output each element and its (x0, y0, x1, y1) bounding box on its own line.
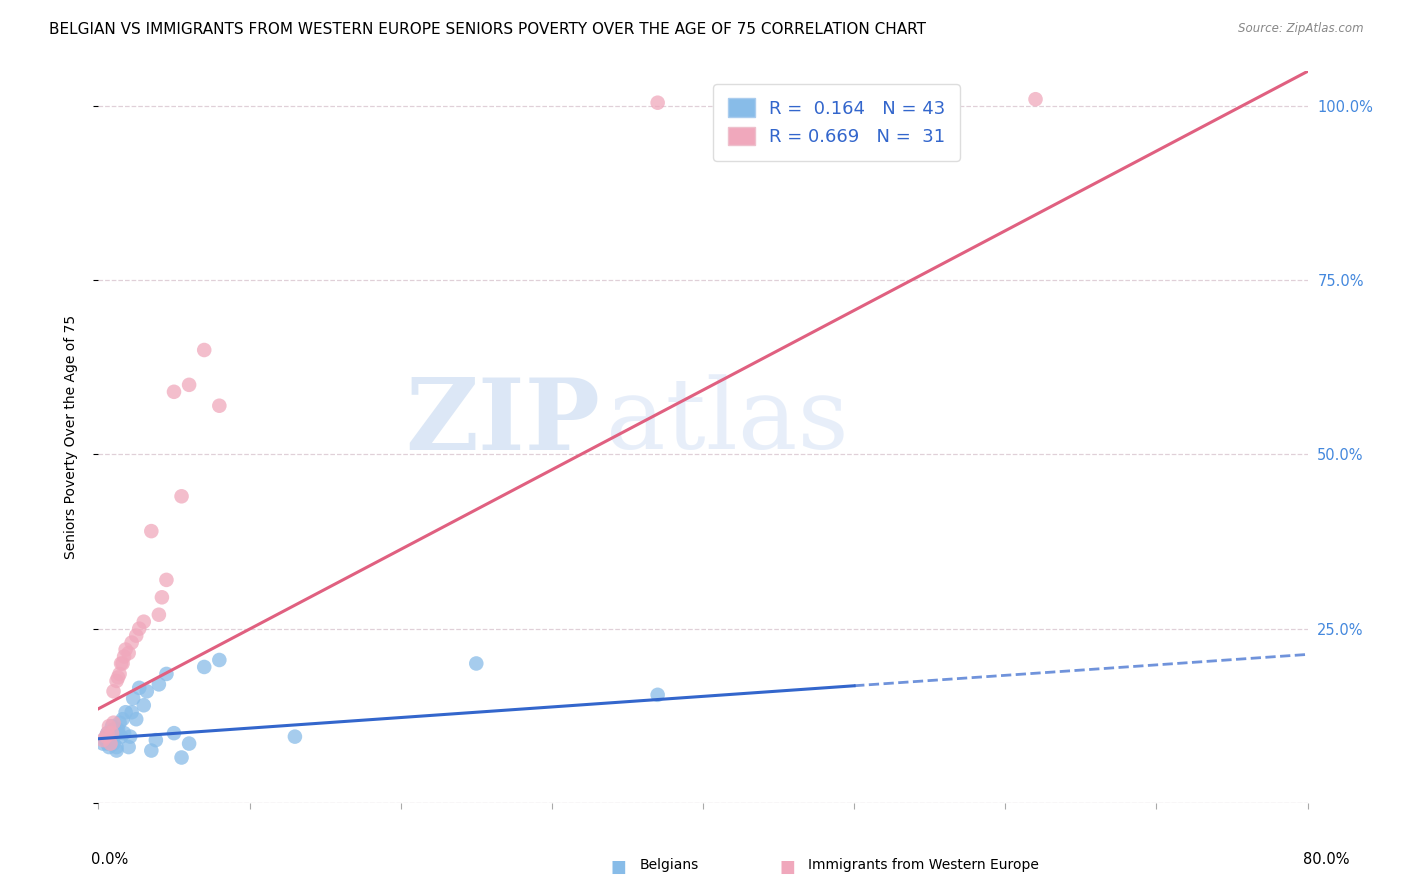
Point (118, 646, 141, 660)
Point (101, 726, 124, 740)
Point (118, 740, 141, 755)
Point (98, 740, 121, 755)
Point (120, 730, 142, 744)
Point (98, 719, 121, 733)
Point (91, 733, 114, 747)
Point (170, 489, 193, 503)
Text: Source: ZipAtlas.com: Source: ZipAtlas.com (1239, 22, 1364, 36)
Point (101, 719, 124, 733)
Point (141, 524, 163, 538)
Point (103, 684, 125, 698)
Point (94, 730, 117, 744)
Point (284, 730, 307, 744)
Point (179, 737, 201, 751)
Point (647, 688, 669, 702)
Point (179, 377, 201, 392)
Point (208, 653, 231, 667)
Text: ■: ■ (610, 858, 627, 876)
Point (103, 723, 125, 737)
Point (163, 384, 186, 399)
Point (98, 730, 121, 744)
Point (100, 726, 122, 740)
Point (125, 712, 148, 726)
Point (121, 705, 143, 719)
Point (100, 733, 122, 747)
Text: BELGIAN VS IMMIGRANTS FROM WESTERN EUROPE SENIORS POVERTY OVER THE AGE OF 75 COR: BELGIAN VS IMMIGRANTS FROM WESTERN EUROP… (49, 22, 927, 37)
Point (122, 691, 145, 706)
Point (465, 657, 488, 671)
Point (111, 657, 134, 671)
Point (105, 740, 128, 755)
Point (112, 649, 135, 664)
Point (107, 723, 129, 737)
Point (96, 726, 118, 740)
Point (91, 737, 114, 751)
Point (94, 730, 117, 744)
Point (96, 737, 118, 751)
Point (121, 635, 143, 649)
Text: 80.0%: 80.0% (1303, 852, 1350, 867)
Point (132, 698, 155, 713)
Text: ■: ■ (779, 858, 796, 876)
Point (163, 726, 186, 740)
Point (103, 730, 125, 744)
Point (132, 615, 155, 629)
Point (150, 591, 173, 605)
Y-axis label: Seniors Poverty Over the Age of 75: Seniors Poverty Over the Age of 75 (63, 315, 77, 559)
Point (647, 95, 669, 110)
Point (1024, 92, 1046, 106)
Point (111, 712, 134, 726)
Text: ZIP: ZIP (405, 374, 600, 471)
Point (155, 573, 177, 587)
Point (114, 705, 136, 719)
Point (128, 622, 150, 636)
Point (108, 667, 131, 681)
Point (103, 737, 125, 751)
Point (101, 730, 124, 744)
Point (105, 673, 128, 688)
Point (128, 681, 150, 695)
Point (96, 726, 118, 740)
Point (107, 726, 129, 740)
Point (112, 726, 135, 740)
Point (94, 733, 117, 747)
Point (107, 670, 129, 684)
Point (108, 715, 131, 730)
Text: Immigrants from Western Europe: Immigrants from Western Europe (808, 858, 1039, 872)
Point (141, 743, 163, 757)
Point (193, 343, 215, 357)
Text: atlas: atlas (606, 375, 849, 470)
Point (110, 657, 132, 671)
Point (105, 743, 128, 757)
Point (155, 667, 177, 681)
Legend: R =  0.164   N = 43, R = 0.669   N =  31: R = 0.164 N = 43, R = 0.669 N = 31 (713, 84, 960, 161)
Text: Belgians: Belgians (640, 858, 699, 872)
Point (110, 730, 132, 744)
Point (114, 642, 136, 657)
Point (208, 399, 231, 413)
Point (103, 715, 125, 730)
Point (135, 684, 157, 698)
Point (193, 660, 215, 674)
Point (100, 737, 122, 751)
Point (125, 629, 148, 643)
Point (145, 733, 167, 747)
Point (148, 677, 170, 691)
Point (148, 607, 170, 622)
Text: 0.0%: 0.0% (91, 852, 128, 867)
Point (170, 750, 193, 764)
